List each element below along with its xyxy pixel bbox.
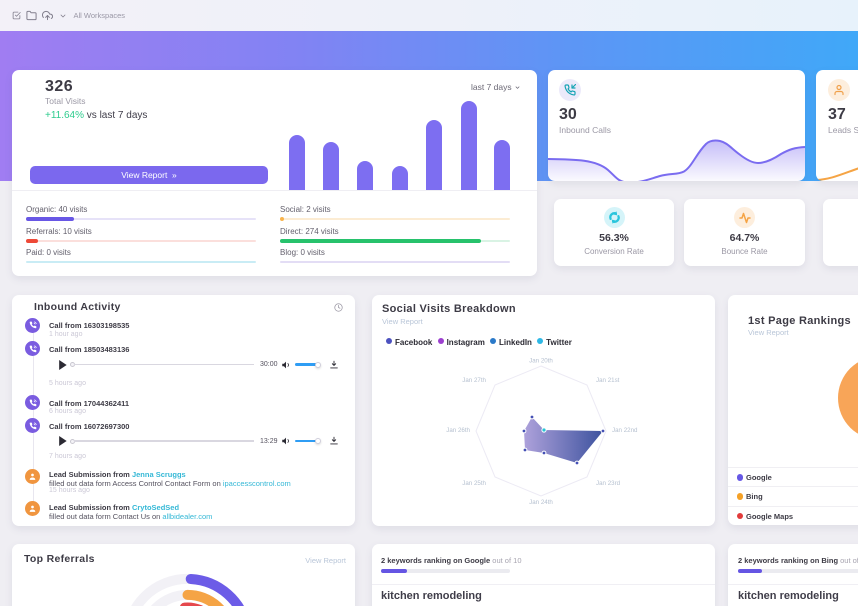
svg-text:Jan 27th: Jan 27th <box>462 377 486 384</box>
svg-text:Jan 21st: Jan 21st <box>596 377 620 384</box>
svg-text:Jan 26th: Jan 26th <box>446 427 470 434</box>
svg-text:Jan 20th: Jan 20th <box>529 358 553 365</box>
svg-text:Jan 23rd: Jan 23rd <box>596 480 621 487</box>
svg-text:Jan 24th: Jan 24th <box>529 499 553 506</box>
svg-text:Jan 25th: Jan 25th <box>462 480 486 487</box>
svg-text:Jan 22nd: Jan 22nd <box>612 427 638 434</box>
